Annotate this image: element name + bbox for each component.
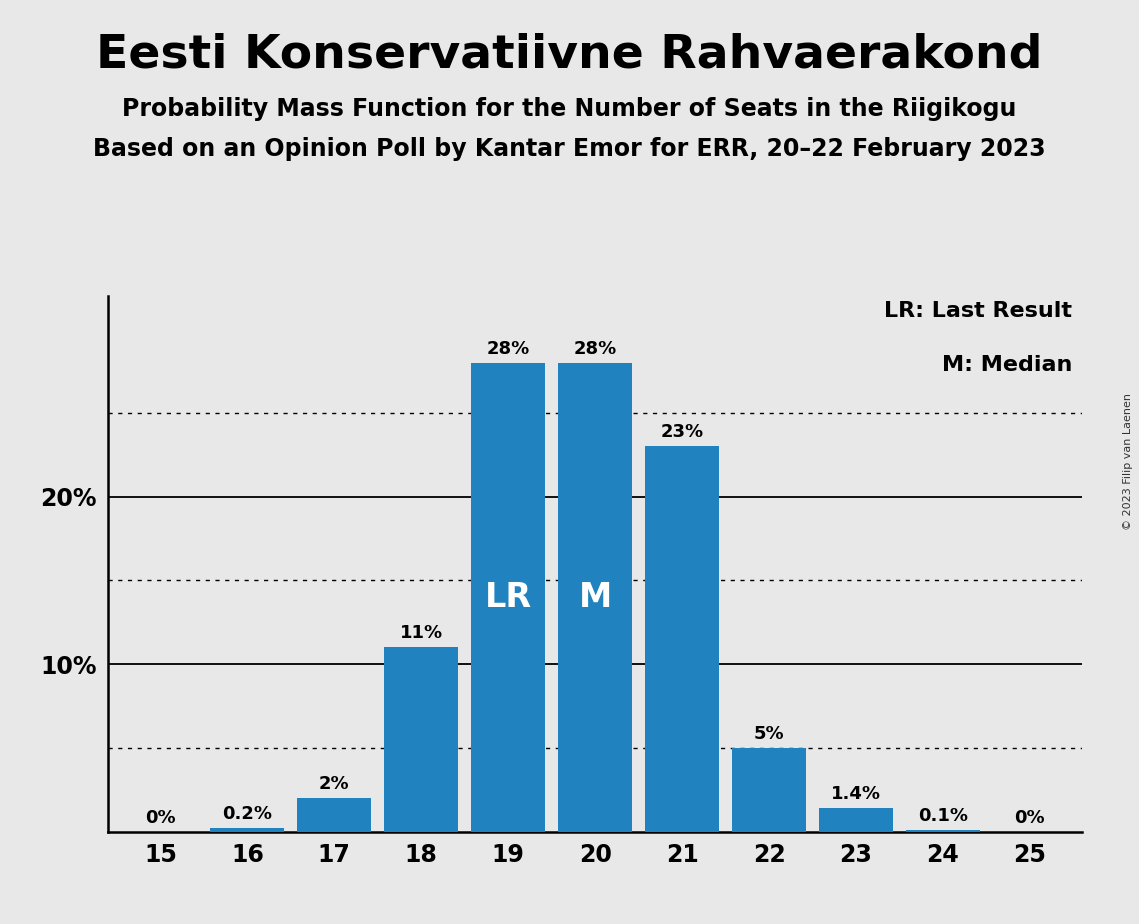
Text: Based on an Opinion Poll by Kantar Emor for ERR, 20–22 February 2023: Based on an Opinion Poll by Kantar Emor … — [93, 137, 1046, 161]
Bar — [297, 798, 371, 832]
Text: Eesti Konservatiivne Rahvaerakond: Eesti Konservatiivne Rahvaerakond — [97, 32, 1042, 78]
Bar — [384, 648, 458, 832]
Bar — [819, 808, 893, 832]
Text: LR: Last Result: LR: Last Result — [884, 301, 1072, 321]
Text: 28%: 28% — [574, 340, 616, 358]
Bar — [211, 828, 285, 832]
Bar — [645, 446, 719, 832]
Bar — [906, 830, 980, 832]
Text: LR: LR — [484, 580, 532, 614]
Text: 23%: 23% — [661, 423, 704, 442]
Text: M: M — [579, 580, 612, 614]
Text: 2%: 2% — [319, 775, 350, 793]
Text: M: Median: M: Median — [942, 355, 1072, 374]
Text: 28%: 28% — [486, 340, 530, 358]
Text: 0%: 0% — [145, 808, 175, 827]
Text: 11%: 11% — [400, 625, 443, 642]
Bar — [558, 363, 632, 832]
Text: 0.1%: 0.1% — [918, 807, 968, 825]
Text: © 2023 Filip van Laenen: © 2023 Filip van Laenen — [1123, 394, 1133, 530]
Text: 5%: 5% — [754, 724, 785, 743]
Text: Probability Mass Function for the Number of Seats in the Riigikogu: Probability Mass Function for the Number… — [122, 97, 1017, 121]
Text: 1.4%: 1.4% — [831, 785, 880, 803]
Bar — [472, 363, 546, 832]
Text: 0%: 0% — [1015, 808, 1046, 827]
Bar — [732, 748, 806, 832]
Text: 0.2%: 0.2% — [222, 805, 272, 823]
